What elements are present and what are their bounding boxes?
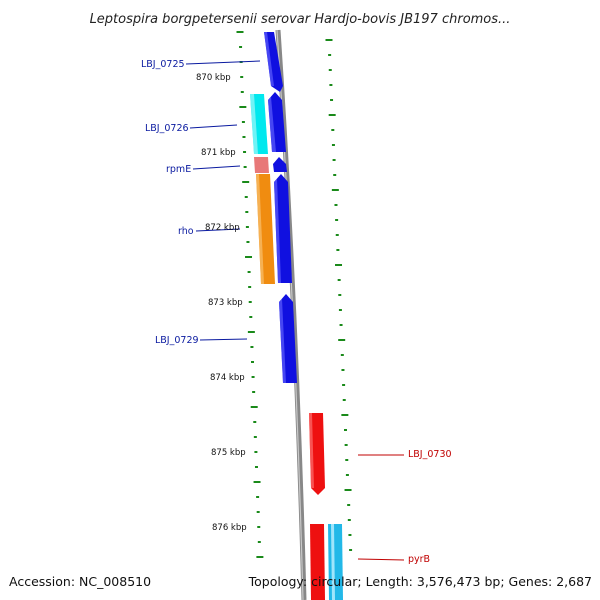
kbp-label: 872 kbp: [205, 223, 240, 233]
gene-lbj0726-blue[interactable]: [268, 92, 286, 152]
gene-pyrb-red[interactable]: [310, 524, 325, 600]
gene-lbj0725[interactable]: [264, 32, 283, 92]
gene-rpme-pink[interactable]: [254, 157, 269, 173]
gene-label-lbj0729[interactable]: LBJ_0729: [155, 335, 199, 346]
gene-label-lbj0725[interactable]: LBJ_0725: [141, 59, 185, 70]
kbp-label: 876 kbp: [212, 523, 247, 533]
gene-label-rpme[interactable]: rpmE: [166, 164, 191, 175]
gene-lbj0729[interactable]: [279, 294, 297, 383]
kbp-label: 875 kbp: [211, 448, 246, 458]
gene-label-lbj0726[interactable]: LBJ_0726: [145, 123, 189, 134]
kbp-label: 871 kbp: [201, 148, 236, 158]
leader-lbj0729: [199, 338, 248, 341]
gene-label-rho[interactable]: rho: [178, 226, 194, 237]
gene-label-pyrb[interactable]: pyrB: [408, 554, 430, 565]
gene-rho-orange[interactable]: [256, 174, 275, 284]
leader-rpme: [192, 165, 241, 170]
kbp-label: 874 kbp: [210, 373, 245, 383]
gene-rho-blue[interactable]: [274, 174, 292, 283]
leader-lbj0725: [185, 60, 261, 65]
leader-rho: [195, 228, 241, 232]
topology-text: Topology: circular; Length: 3,576,473 bp…: [248, 574, 592, 589]
gene-label-lbj0730[interactable]: LBJ_0730: [408, 449, 452, 460]
map-title: Leptospira borgpetersenii serovar Hardjo…: [90, 12, 511, 27]
kbp-label: 870 kbp: [196, 73, 231, 83]
leader-lbj0726: [189, 124, 238, 129]
left-tick-track: [236, 31, 264, 558]
gene-rpme-blue[interactable]: [273, 157, 287, 172]
leader-pyrb: [357, 558, 405, 561]
gene-lbj0730[interactable]: [309, 413, 325, 495]
right-tick-track: [325, 39, 353, 551]
accession-text: Accession: NC_008510: [9, 574, 151, 589]
kbp-label: 873 kbp: [208, 298, 243, 308]
chromosome-backbone: [275, 29, 307, 600]
gene-lbj0726-cyan[interactable]: [250, 94, 268, 154]
gene-pyrb-lightblue[interactable]: [328, 524, 343, 600]
